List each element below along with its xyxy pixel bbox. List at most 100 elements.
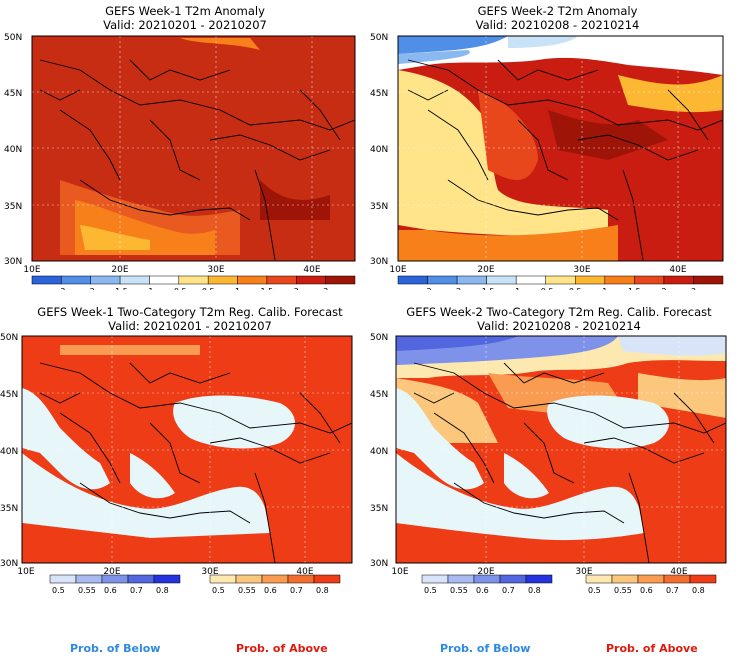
lon-labels: 10E 20E 30E 40E	[389, 265, 686, 275]
cold-region-2	[398, 50, 470, 64]
colorbar-tick-label: 0.6	[640, 586, 653, 595]
lon-label: 30E	[573, 265, 590, 275]
map-week2-anomaly: 50N 45N 40N 35N 30N 10E 20E 30E 40E -3 -2…	[370, 33, 724, 296]
lon-label: 40E	[303, 265, 320, 275]
lat-label: 30N	[370, 257, 388, 267]
colorbar-tick-label: 0.7	[130, 586, 143, 595]
colorbar-swatch	[266, 275, 297, 285]
lat-label: 45N	[370, 89, 388, 99]
land-africa	[22, 523, 275, 563]
lon-label: 40E	[669, 265, 686, 275]
warm-east	[618, 75, 723, 113]
colorbar-tick-label: 0.55	[450, 586, 468, 595]
cold-region	[398, 36, 508, 54]
warm-region-3	[80, 225, 150, 250]
lon-label: 20E	[477, 265, 494, 275]
lon-label: 30E	[575, 567, 592, 577]
panel-4-title-text: GEFS Week-2 Two-Category T2m Reg. Calib.…	[406, 305, 712, 319]
lon-labels: 10E 20E 30E 40E	[391, 567, 687, 577]
lon-label: 30E	[201, 567, 218, 577]
warm-north	[180, 38, 260, 50]
colorbar-swatch	[325, 275, 356, 285]
map-frame	[395, 335, 727, 564]
anomaly-colorbar-2: -3 -2 -1.5 -1 -0.5 0.5 1 1.5 2 3	[397, 275, 724, 296]
legend-prob-below: Prob. of Below	[70, 642, 161, 655]
legend-prob-below-2: Prob. of Below	[440, 642, 531, 655]
colorbar-tick-label: 1.5	[261, 287, 274, 290]
colorbar-tick-label: -0.5	[538, 287, 554, 290]
panel-3-title-text: GEFS Week-1 Two-Category T2m Reg. Calib.…	[37, 305, 343, 319]
sea-med	[396, 453, 644, 541]
colorbar-swatch	[689, 574, 717, 584]
panel-3-title: GEFS Week-1 Two-Category T2m Reg. Calib.…	[14, 305, 366, 333]
colorbar-tick-label: 0.55	[238, 586, 256, 595]
colorbar-swatch	[49, 574, 77, 584]
map-week1-prob: 50N 45N 40N 35N 30N 10E 20E 30E 40E 0.5 0…	[0, 333, 353, 595]
lon-label: 20E	[477, 567, 494, 577]
sea-aegean	[130, 453, 175, 499]
warm-south	[398, 225, 618, 261]
colorbar-tick-label: -1.5	[112, 287, 128, 290]
lat-label: 50N	[0, 333, 18, 343]
colorbar-swatch	[515, 275, 546, 285]
colorbar-swatch	[637, 574, 665, 584]
colorbar-swatch	[127, 574, 155, 584]
map-panel-week1-prob: 50N 45N 40N 35N 30N 10E 20E 30E 40E 0.5 0…	[0, 333, 370, 603]
sea-west	[396, 388, 484, 490]
colorbar-swatch	[421, 574, 449, 584]
sea-west	[22, 388, 110, 490]
lat-labels: 50N 45N 40N 35N 30N	[4, 33, 22, 267]
lon-label: 20E	[111, 265, 128, 275]
colorbar-swatch	[101, 574, 129, 584]
colorbar-swatch	[149, 275, 180, 285]
lat-label: 50N	[4, 33, 22, 43]
lon-label: 20E	[103, 567, 120, 577]
colorbar-tick-label: -3	[57, 287, 65, 290]
colorbar-swatch	[611, 574, 639, 584]
colorbar-tick-label: 0.6	[264, 586, 277, 595]
map-week2-prob: 50N 45N 40N 35N 30N 10E 20E 30E 40E 0.5 0…	[370, 333, 727, 595]
lat-label: 30N	[4, 257, 22, 267]
lon-label: 40E	[296, 567, 313, 577]
colorbar-swatch	[663, 574, 691, 584]
lat-label: 30N	[370, 559, 388, 569]
colorbar-swatch	[397, 275, 428, 285]
colorbar-tick-label: 0.6	[476, 586, 489, 595]
map-frame	[397, 35, 724, 262]
panel-2-valid: Valid: 20210208 - 20210214	[475, 18, 640, 32]
lat-label: 50N	[370, 33, 388, 43]
colorbar-tick-label: 0.5	[569, 287, 582, 290]
prob-below-colorbar-1: 0.5 0.55 0.6 0.7 0.8	[49, 574, 181, 595]
lon-label: 10E	[391, 567, 408, 577]
colorbar-swatch	[119, 275, 150, 285]
panel-4-valid: Valid: 20210208 - 20210214	[477, 319, 641, 333]
colorbar-tick-label: -1	[512, 287, 520, 290]
colorbar-swatch	[313, 574, 341, 584]
lat-label: 35N	[0, 504, 18, 514]
colorbar-swatch	[575, 275, 606, 285]
lat-label: 40N	[0, 447, 18, 457]
map-frame	[31, 35, 356, 262]
lon-label: 40E	[670, 567, 687, 577]
colorbar-swatch	[287, 574, 315, 584]
map-panel-week2-anomaly: 50N 45N 40N 35N 30N 10E 20E 30E 40E -3 -2…	[368, 30, 740, 296]
colorbar-tick-label: 1	[235, 287, 240, 290]
lat-label: 35N	[370, 202, 388, 212]
colorbar-swatch	[499, 574, 527, 584]
panel-1-title-text: GEFS Week-1 T2m Anomaly	[105, 4, 265, 18]
lat-label: 40N	[370, 447, 388, 457]
lat-label: 35N	[370, 504, 388, 514]
lat-label: 50N	[370, 333, 388, 343]
prob-below-colorbar-2: 0.5 0.55 0.6 0.7 0.8	[421, 574, 553, 595]
lat-label: 45N	[370, 390, 388, 400]
graticule	[22, 336, 352, 563]
colorbar-swatch	[545, 275, 576, 285]
lon-label: 10E	[17, 567, 34, 577]
graticule	[396, 336, 726, 563]
warm-central	[478, 90, 538, 180]
colorbar-tick-label: 0.55	[78, 586, 96, 595]
panel-3-valid: Valid: 20210201 - 20210207	[108, 319, 272, 333]
colorbar-tick-label: 2	[661, 287, 666, 290]
colorbar-tick-label: 0.8	[316, 586, 329, 595]
colorbar-tick-label: 0.5	[212, 586, 225, 595]
